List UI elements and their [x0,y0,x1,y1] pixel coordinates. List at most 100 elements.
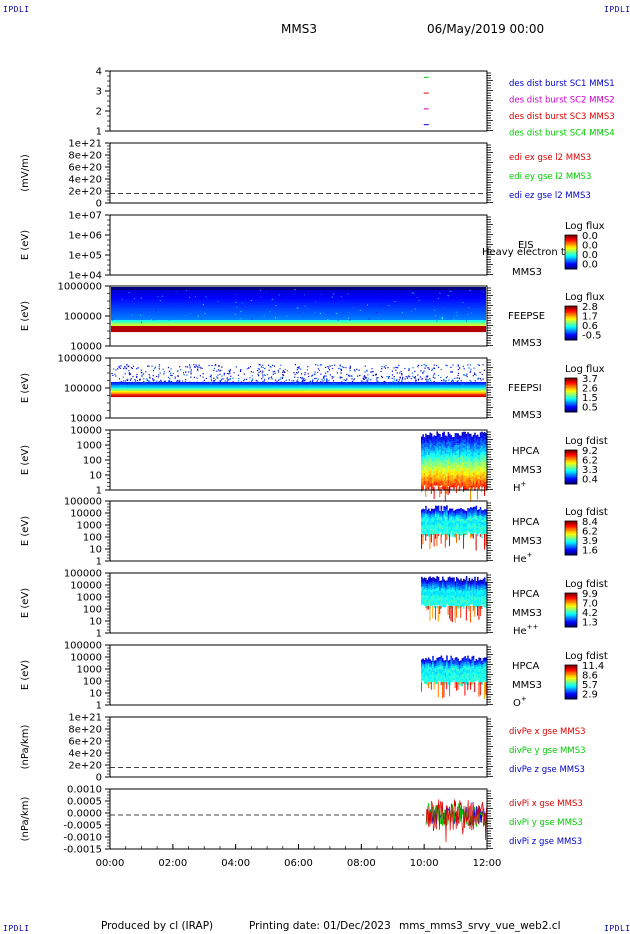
spectrogram-speckle [362,377,364,379]
spectrogram-cell [463,598,465,601]
spectrogram-cell [444,672,447,675]
spectrogram-cell [429,661,431,664]
spectrogram-cell [436,449,438,452]
spectrogram-cell [437,443,440,446]
spectrogram-speckle [445,383,447,385]
spectrogram-cell [446,679,448,682]
spectrogram-cell [467,522,469,525]
spectrogram-cell [474,466,476,469]
spectrogram-cell [442,592,444,595]
spectrogram-speckle [313,373,316,375]
spectrogram-speckle [170,372,172,374]
spectrogram-cell [423,601,426,604]
spectrogram-cell [475,461,478,464]
spectrogram-speckle [333,382,335,385]
spectrogram-cell [436,576,438,579]
spectrogram-cell [436,465,438,468]
spectrogram-cell [421,525,423,528]
spectrogram-cell [437,463,440,466]
colorbar-swatch [565,539,577,542]
spectrogram-band [111,394,486,396]
spectrogram-cell [456,527,458,530]
spectrogram-cell [456,455,458,458]
spectrogram-cell [432,512,434,515]
spectrogram-cell [423,521,426,524]
colorbar-swatch [565,389,577,392]
spectrogram-speckle [123,367,125,370]
y-tick-label: 0 [96,199,102,210]
spectrogram-cell [478,447,480,450]
spectrogram-cell [478,592,480,595]
spectrogram-cell [428,467,430,470]
spectrogram-cell [426,661,429,664]
spectrogram-speckle [240,381,242,383]
spectrogram-cell [484,475,486,479]
spectrogram-cell [426,435,429,438]
spectrogram-cell [444,524,447,527]
spectrogram-cell [484,581,486,584]
spectrogram-cell [467,440,469,443]
spectrogram-cell [465,676,468,679]
spectrogram-speckle [251,379,253,381]
spectrogram-cell [429,448,431,451]
spectrogram-speckle [435,315,437,317]
spectrogram-cell [478,588,480,591]
spectrogram-cell [457,514,459,517]
spectrogram-speckle [115,375,117,377]
spectrogram-cell [458,449,461,452]
spectrogram-cell [461,432,464,435]
colorbar-title: Log fdist [565,651,608,662]
spectrogram-cell [481,592,483,595]
spectrogram-cell [461,458,464,461]
spectrogram-cell [482,594,485,597]
spectrogram-cell [421,592,423,595]
spectrogram-cell [456,483,458,486]
spectrogram-speckle [185,379,187,381]
spectrogram-speckle [297,377,299,379]
spectrogram-cell [474,462,476,465]
spectrogram-cell [429,663,431,666]
spectrogram-speckle [421,378,423,380]
spectrogram-cell [422,588,424,591]
spectrogram-cell [471,482,473,485]
colorbar-swatch [565,617,577,619]
spectrogram-cell [437,475,440,478]
spectrogram-cell [468,660,471,663]
spectrogram-cell [442,456,444,459]
spectrogram-speckle [193,366,196,368]
spectrogram-cell [475,505,478,508]
spectrogram-cell [437,578,440,581]
spectrogram-cell [478,439,480,442]
spectrogram-cell [475,445,478,448]
spectrogram-cell [422,602,424,605]
spectrogram-cell [463,483,465,486]
spectrogram-cell [447,662,450,665]
colorbar-swatch [565,479,577,482]
legend-entry: edi ez gse l2 MMS3 [509,191,591,201]
colorbar-swatch [565,550,577,553]
spectrogram-cell [464,510,466,513]
spectrogram-cell [450,520,452,523]
spectrogram-cell [467,470,469,473]
spectrogram-cell [451,514,454,517]
spectrogram-cell [463,485,465,488]
spectrogram-cell [436,681,438,684]
spectrogram-cell [482,522,485,525]
spectrogram-cell [485,605,487,608]
spectrogram-cell [421,529,423,532]
spectrogram-cell [437,659,440,662]
spectrogram-speckle [250,300,252,302]
spectrogram-cell [443,603,445,606]
spectrogram-speckle [427,380,429,382]
spectrogram-cell [472,673,475,676]
spectrogram-cell [453,662,455,665]
colorbar-swatch [565,387,577,390]
spectrogram-speckle [410,377,412,380]
spectrogram-cell [449,437,451,440]
spectrogram-speckle [339,376,341,378]
spectrogram-speckle [218,365,220,367]
spectrogram-cell [481,451,483,454]
spectrogram-cell [460,660,462,663]
spectrogram-cell [464,445,466,448]
spectrogram-cell [443,520,445,523]
